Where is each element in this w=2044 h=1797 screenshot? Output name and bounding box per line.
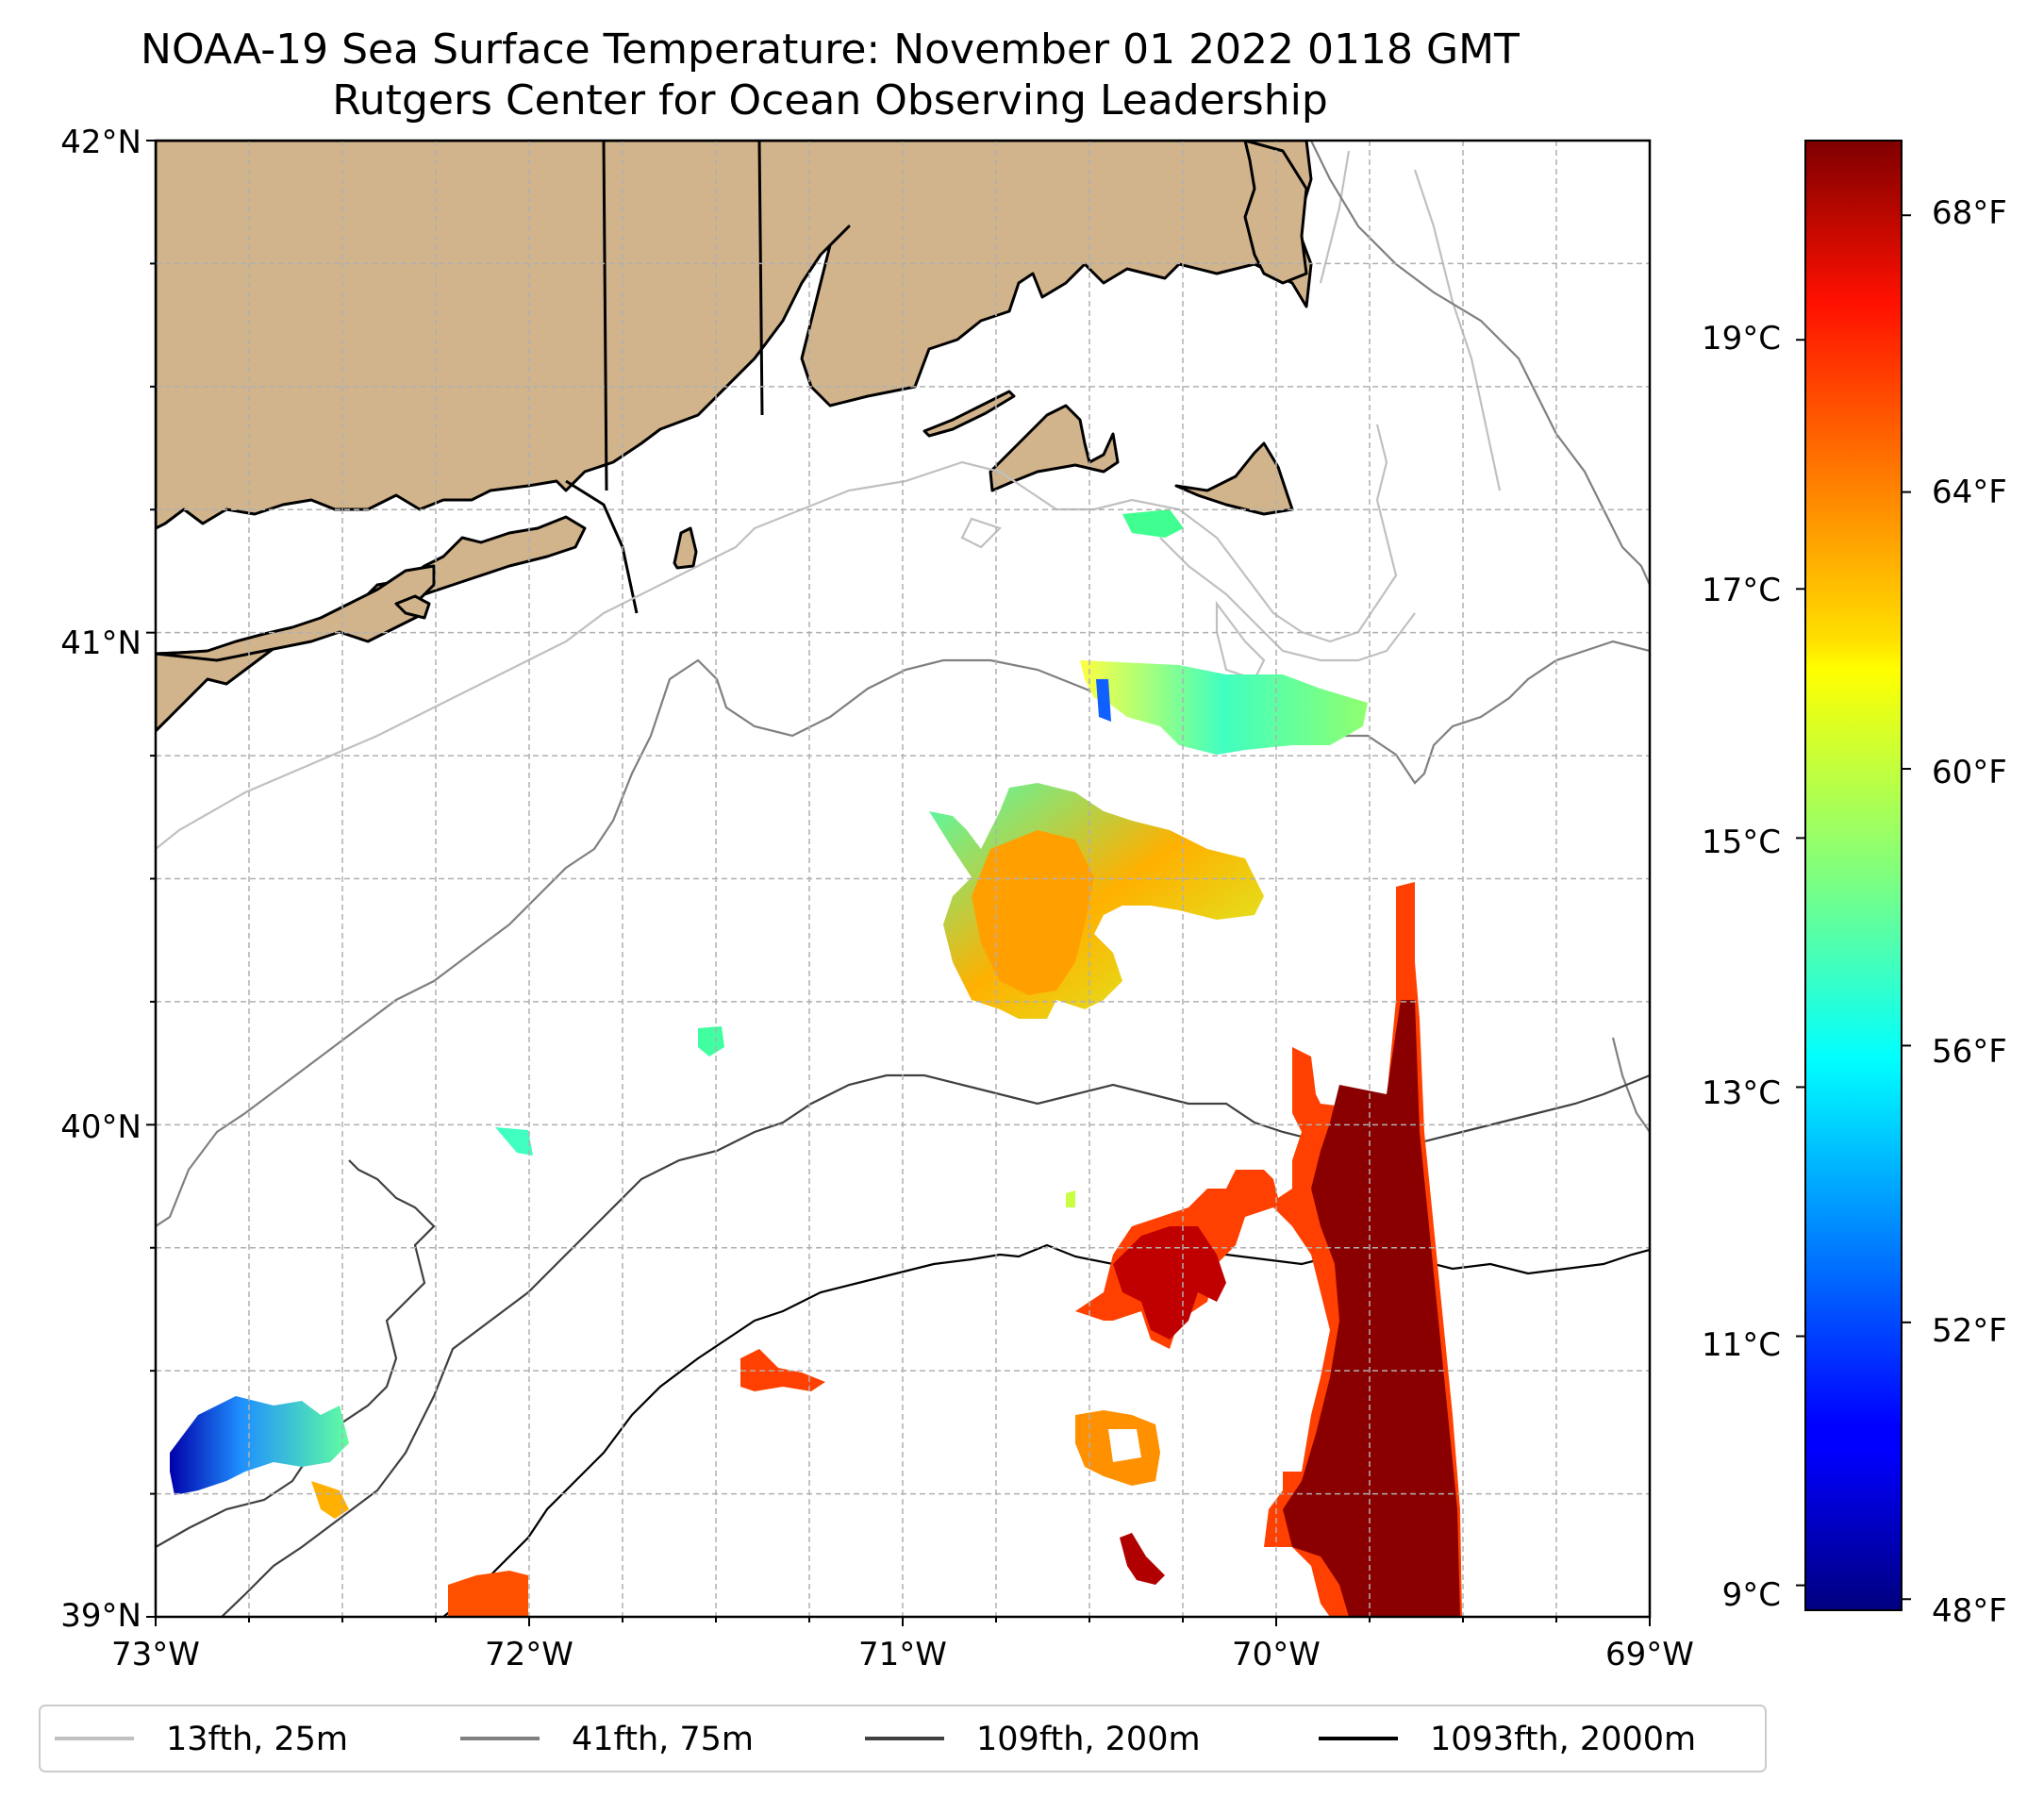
colorbar-label-52f: 52°F [1932,1312,2007,1350]
colorbar: 19°C 17°C 15°C 13°C 11°C 9°C 68°F 64°F 6… [1702,140,2007,1630]
sst-patch-eddy [1113,1226,1226,1339]
sst-patch-gulfstream-core [1283,1000,1460,1617]
long-island-north-fork [156,564,436,662]
sst-patch-small-2 [495,1127,533,1156]
block-island [673,526,698,570]
gardiners-island [394,594,431,620]
depth-contour-2000m [442,1243,1650,1617]
legend-label-200m: 109fth, 200m [976,1721,1201,1758]
contour-legend: 13fth, 25m 41fth, 75m 109fth, 200m 1093f… [39,1705,1767,1772]
legend-label-75m: 41fth, 75m [572,1721,754,1758]
colorbar-label-19c: 19°C [1702,320,1781,358]
colorbar-label-17c: 17°C [1702,572,1781,609]
legend-label-2000m: 1093fth, 2000m [1430,1721,1696,1758]
sst-patch-nantucket-south [1122,509,1184,538]
lon-label-70w: 70°W [1232,1636,1321,1673]
lon-label-72w: 72°W [485,1636,573,1673]
gridlines [156,141,1650,1617]
lat-label-42n: 42°N [60,124,141,161]
colorbar-label-68f: 68°F [1932,194,2007,232]
depth-contour-25m [156,150,1502,850]
lat-label-39n: 39°N [60,1597,141,1635]
sst-patch-shoals-edge [1096,679,1111,722]
colorbar-label-64f: 64°F [1932,474,2007,511]
sst-patch-central-core [972,830,1094,995]
legend-item-25m: 13fth, 25m [55,1721,348,1758]
lon-label-73w: 73°W [111,1636,200,1673]
colorbar-label-15c: 15°C [1702,824,1781,861]
marthas-vineyard [989,404,1120,492]
lat-label-41n: 41°N [60,624,141,662]
map-area [154,139,1652,1619]
sst-patch-shoals [1080,660,1368,755]
sst-patch-ring-hole [1108,1429,1141,1462]
long-island [156,515,587,733]
colorbar-label-13c: 13°C [1702,1074,1781,1112]
lat-label-40n: 40°N [60,1108,141,1146]
sst-patch-small-5 [448,1571,528,1617]
sst-patch-small-4 [1120,1533,1165,1585]
legend-item-2000m: 1093fth, 2000m [1319,1721,1696,1758]
sst-patch-cold [170,1396,349,1495]
colorbar-label-60f: 60°F [1932,754,2007,791]
colorbar-label-48f: 48°F [1932,1592,2007,1630]
sst-patch-cold-tail [311,1481,349,1519]
map-subtitle: Rutgers Center for Ocean Observing Leade… [332,76,1328,125]
sst-patch-small-1 [698,1026,724,1057]
sst-data [170,509,1462,1617]
colorbar-gradient [1804,140,1903,1611]
colorbar-label-9c: 9°C [1722,1576,1781,1614]
lon-label-71w: 71°W [858,1636,947,1673]
legend-item-75m: 41fth, 75m [460,1721,754,1758]
depth-contour-75m [156,141,1650,1227]
sst-patch-small-6 [1066,1190,1075,1207]
legend-item-200m: 109fth, 200m [865,1721,1201,1758]
state-boundaries [565,141,764,614]
map-title: NOAA-19 Sea Surface Temperature: Novembe… [141,25,1520,74]
legend-label-25m: 13fth, 25m [166,1721,348,1758]
colorbar-label-56f: 56°F [1932,1033,2007,1071]
colorbar-label-11c: 11°C [1702,1326,1781,1364]
elizabeth-islands [922,390,1016,438]
lon-label-69w: 69°W [1605,1636,1694,1673]
axis-ticks [146,140,1651,1626]
nantucket [1174,441,1294,516]
